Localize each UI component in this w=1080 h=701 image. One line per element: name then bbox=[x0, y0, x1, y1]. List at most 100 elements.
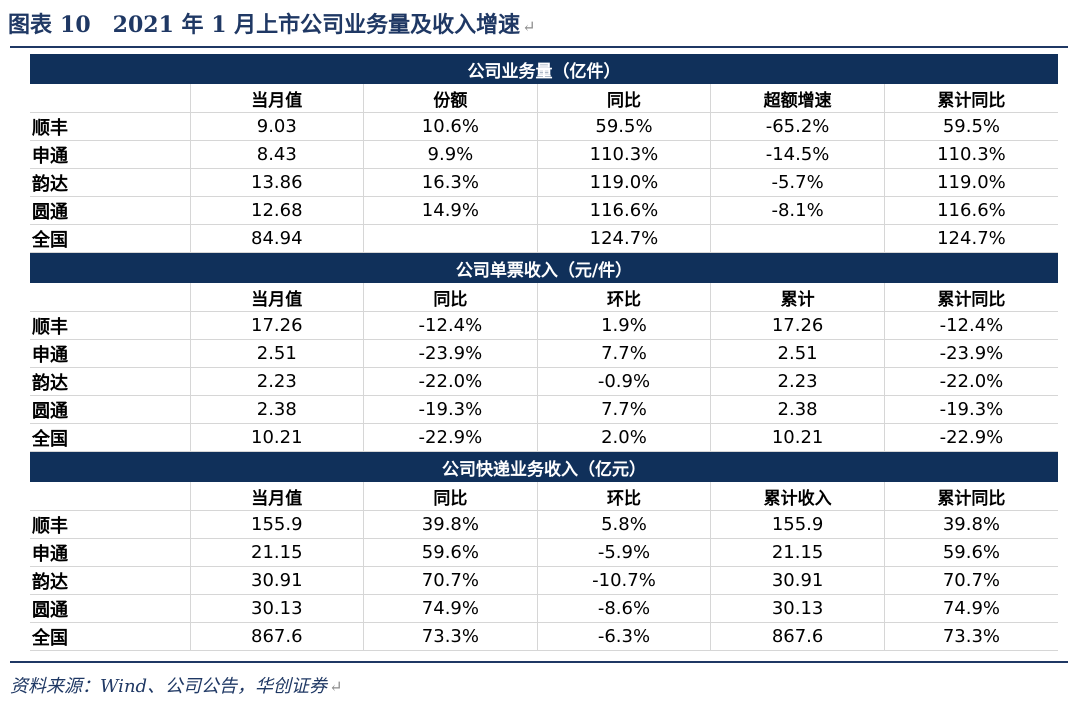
source-text: 资料来源：Wind、公司公告，华创证券 bbox=[10, 676, 328, 697]
table-cell: 1.9% bbox=[537, 311, 712, 340]
table-cell: 17.26 bbox=[190, 311, 365, 340]
table-cell: 867.6 bbox=[710, 622, 885, 651]
table-cell: 59.5% bbox=[537, 112, 712, 141]
table-row: 全国 84.94 124.7% 124.7% bbox=[30, 224, 1058, 253]
table-cell bbox=[363, 224, 538, 253]
table-cell: 70.7% bbox=[363, 566, 538, 595]
table-cell: -22.9% bbox=[884, 423, 1058, 452]
column-header: 当月值 bbox=[190, 482, 365, 511]
column-header-row: 当月值 同比 环比 累计收入 累计同比 bbox=[30, 482, 1058, 511]
top-rule bbox=[10, 46, 1068, 48]
column-header: 累计同比 bbox=[884, 84, 1058, 113]
row-label: 申通 bbox=[30, 140, 191, 169]
table-row: 顺丰 9.03 10.6% 59.5% -65.2% 59.5% bbox=[30, 112, 1058, 141]
table-cell: 7.7% bbox=[537, 395, 712, 424]
column-header: 累计收入 bbox=[710, 482, 885, 511]
table-cell: 2.0% bbox=[537, 423, 712, 452]
bottom-rule bbox=[10, 661, 1068, 663]
table-row: 韵达 30.91 70.7% -10.7% 30.91 70.7% bbox=[30, 566, 1058, 595]
table-cell: 16.3% bbox=[363, 168, 538, 197]
column-header: 环比 bbox=[537, 482, 712, 511]
row-label: 韵达 bbox=[30, 367, 191, 396]
figure-title: 图表 10 2021 年 1 月上市公司业务量及收入增速 ↵ bbox=[8, 8, 536, 42]
return-mark-icon: ↵ bbox=[522, 17, 536, 36]
column-header: 超额增速 bbox=[710, 84, 885, 113]
table-cell: 867.6 bbox=[190, 622, 365, 651]
table-cell: 17.26 bbox=[710, 311, 885, 340]
section-title: 公司快递业务收入（亿元） bbox=[30, 451, 1058, 482]
table-cell: 39.8% bbox=[363, 510, 538, 539]
table-row: 顺丰 155.9 39.8% 5.8% 155.9 39.8% bbox=[30, 510, 1058, 539]
table-cell: -5.9% bbox=[537, 538, 712, 567]
table-cell bbox=[710, 224, 885, 253]
table-cell: -8.1% bbox=[710, 196, 885, 225]
row-label: 全国 bbox=[30, 224, 191, 253]
column-header: 同比 bbox=[363, 283, 538, 312]
table-cell: 9.9% bbox=[363, 140, 538, 169]
table-cell: 2.23 bbox=[190, 367, 365, 396]
table-cell: 2.38 bbox=[710, 395, 885, 424]
table-cell: 124.7% bbox=[884, 224, 1058, 253]
column-header: 累计 bbox=[710, 283, 885, 312]
table-cell: 119.0% bbox=[537, 168, 712, 197]
table-cell: 59.6% bbox=[363, 538, 538, 567]
table-cell: -19.3% bbox=[884, 395, 1058, 424]
table-cell: 30.91 bbox=[190, 566, 365, 595]
table-cell: 5.8% bbox=[537, 510, 712, 539]
column-header: 累计同比 bbox=[884, 283, 1058, 312]
column-header: 当月值 bbox=[190, 84, 365, 113]
table-cell: 2.51 bbox=[190, 339, 365, 368]
table-cell: -22.0% bbox=[884, 367, 1058, 396]
table-cell: 8.43 bbox=[190, 140, 365, 169]
section-title: 公司业务量（亿件） bbox=[30, 54, 1058, 84]
table-row: 申通 21.15 59.6% -5.9% 21.15 59.6% bbox=[30, 538, 1058, 567]
table-row: 韵达 13.86 16.3% 119.0% -5.7% 119.0% bbox=[30, 168, 1058, 197]
column-header: 份额 bbox=[363, 84, 538, 113]
table-cell: -23.9% bbox=[884, 339, 1058, 368]
table-row: 圆通 2.38 -19.3% 7.7% 2.38 -19.3% bbox=[30, 395, 1058, 424]
source-note: 资料来源：Wind、公司公告，华创证券 ↵ bbox=[10, 672, 342, 698]
figure-number: 10 bbox=[60, 12, 91, 38]
table-cell: -19.3% bbox=[363, 395, 538, 424]
section-title: 公司单票收入（元/件） bbox=[30, 252, 1058, 283]
table-cell: 10.21 bbox=[710, 423, 885, 452]
table-body: 公司业务量（亿件） 当月值 份额 同比 超额增速 累计同比 顺丰 9.03 10.6% 59.5%… bbox=[30, 54, 1058, 651]
table-cell: -10.7% bbox=[537, 566, 712, 595]
row-label: 顺丰 bbox=[30, 311, 191, 340]
table-cell: 9.03 bbox=[190, 112, 365, 141]
table-cell: -12.4% bbox=[363, 311, 538, 340]
table-cell: 10.21 bbox=[190, 423, 365, 452]
table-cell: 73.3% bbox=[363, 622, 538, 651]
table-cell: -23.9% bbox=[363, 339, 538, 368]
table-cell: 124.7% bbox=[537, 224, 712, 253]
row-label: 全国 bbox=[30, 622, 191, 651]
table-cell: 21.15 bbox=[710, 538, 885, 567]
row-label: 圆通 bbox=[30, 196, 191, 225]
table-cell: -12.4% bbox=[884, 311, 1058, 340]
table-row: 全国 867.6 73.3% -6.3% 867.6 73.3% bbox=[30, 622, 1058, 651]
table-row: 圆通 30.13 74.9% -8.6% 30.13 74.9% bbox=[30, 594, 1058, 623]
table-cell: 10.6% bbox=[363, 112, 538, 141]
table-cell: -0.9% bbox=[537, 367, 712, 396]
table-cell: 2.51 bbox=[710, 339, 885, 368]
table-cell: 84.94 bbox=[190, 224, 365, 253]
table-cell: 39.8% bbox=[884, 510, 1058, 539]
table-cell: 13.86 bbox=[190, 168, 365, 197]
column-header-row: 当月值 同比 环比 累计 累计同比 bbox=[30, 283, 1058, 312]
column-header-row: 当月值 份额 同比 超额增速 累计同比 bbox=[30, 84, 1058, 113]
column-header: 同比 bbox=[537, 84, 712, 113]
column-header: 当月值 bbox=[190, 283, 365, 312]
table-cell: 70.7% bbox=[884, 566, 1058, 595]
table-cell: 110.3% bbox=[537, 140, 712, 169]
table-cell: 59.5% bbox=[884, 112, 1058, 141]
data-table: 公司业务量（亿件） 当月值 份额 同比 超额增速 累计同比 顺丰 9.03 10.6% 59.5%… bbox=[30, 54, 1058, 651]
table-cell: -22.9% bbox=[363, 423, 538, 452]
row-label: 顺丰 bbox=[30, 510, 191, 539]
section-header-row: 公司快递业务收入（亿元） bbox=[30, 451, 1058, 482]
table-cell: -5.7% bbox=[710, 168, 885, 197]
table-cell: 30.91 bbox=[710, 566, 885, 595]
table-cell: 12.68 bbox=[190, 196, 365, 225]
table-row: 全国 10.21 -22.9% 2.0% 10.21 -22.9% bbox=[30, 423, 1058, 452]
column-header: 同比 bbox=[363, 482, 538, 511]
row-label: 申通 bbox=[30, 538, 191, 567]
